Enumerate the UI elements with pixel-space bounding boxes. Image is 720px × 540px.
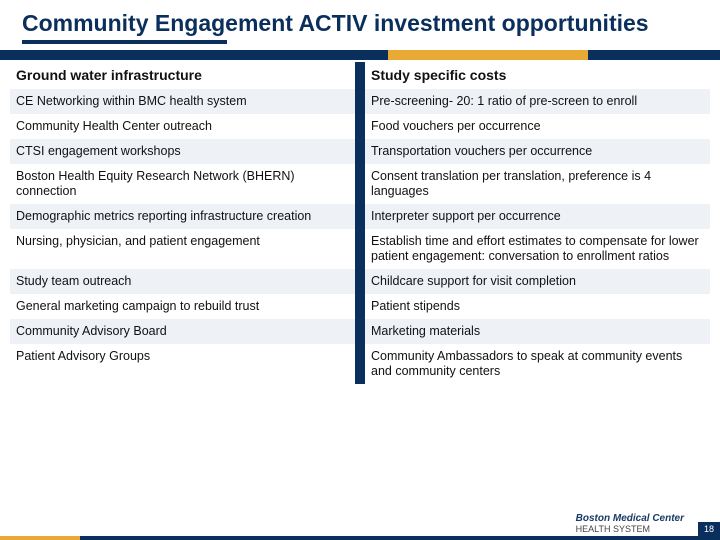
table-cell-right: Establish time and effort estimates to c… <box>365 229 710 269</box>
footer-bar <box>0 536 720 540</box>
table-separator <box>355 164 365 204</box>
table-separator <box>355 114 365 139</box>
table-separator <box>355 204 365 229</box>
footer-bar-gold <box>0 536 80 540</box>
table-cell-left: Community Advisory Board <box>10 319 355 344</box>
table-cell-right: Interpreter support per occurrence <box>365 204 710 229</box>
table-separator <box>355 229 365 269</box>
table-separator <box>355 139 365 164</box>
table-header-right: Study specific costs <box>365 62 710 89</box>
page-number: 18 <box>698 522 720 536</box>
footer-logo: Boston Medical Center HEALTH SYSTEM <box>576 514 684 534</box>
table-cell-left: CTSI engagement workshops <box>10 139 355 164</box>
table-cell-left: Community Health Center outreach <box>10 114 355 139</box>
table-cell-left: Nursing, physician, and patient engageme… <box>10 229 355 269</box>
table-separator <box>355 344 365 384</box>
table-cell-right: Pre-screening- 20: 1 ratio of pre-screen… <box>365 89 710 114</box>
table-separator <box>355 62 365 89</box>
table-separator <box>355 269 365 294</box>
table-cell-left: Demographic metrics reporting infrastruc… <box>10 204 355 229</box>
table-cell-right: Food vouchers per occurrence <box>365 114 710 139</box>
table-separator <box>355 89 365 114</box>
title-underline <box>22 40 227 44</box>
table-separator <box>355 294 365 319</box>
page-title: Community Engagement ACTIV investment op… <box>0 0 720 38</box>
header-bar <box>0 50 720 60</box>
logo-line2: HEALTH SYSTEM <box>576 525 684 534</box>
table-cell-right: Childcare support for visit completion <box>365 269 710 294</box>
table-cell-right: Community Ambassadors to speak at commun… <box>365 344 710 384</box>
table-cell-right: Patient stipends <box>365 294 710 319</box>
table-header-left: Ground water infrastructure <box>10 62 355 89</box>
table-cell-left: Patient Advisory Groups <box>10 344 355 384</box>
table-cell-right: Consent translation per translation, pre… <box>365 164 710 204</box>
table-cell-left: Boston Health Equity Research Network (B… <box>10 164 355 204</box>
table-cell-left: CE Networking within BMC health system <box>10 89 355 114</box>
table-separator <box>355 319 365 344</box>
logo-line1: Boston Medical Center <box>576 514 684 525</box>
table-cell-right: Transportation vouchers per occurrence <box>365 139 710 164</box>
table-cell-right: Marketing materials <box>365 319 710 344</box>
investment-table: Ground water infrastructure Study specifi… <box>10 62 710 384</box>
table-cell-left: Study team outreach <box>10 269 355 294</box>
table-cell-left: General marketing campaign to rebuild tr… <box>10 294 355 319</box>
